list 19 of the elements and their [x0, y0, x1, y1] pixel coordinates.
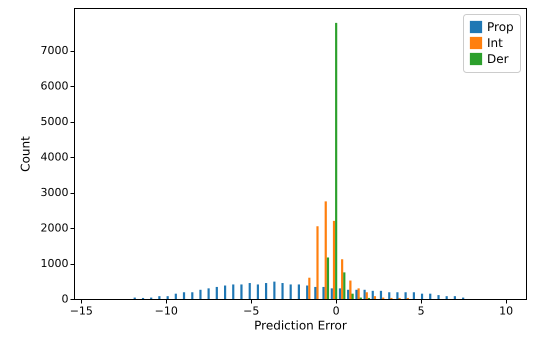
x-tick-label: 5 — [418, 304, 425, 318]
x-axis-title: Prediction Error — [254, 318, 347, 332]
x-tick-label: −10 — [154, 304, 178, 318]
y-tick-label: 0 — [62, 292, 68, 306]
legend-label: Der — [487, 52, 509, 66]
y-axis-title: Count — [18, 136, 33, 172]
y-tick-label: 6000 — [40, 80, 68, 93]
y-tick-label: 2000 — [40, 222, 68, 235]
x-tick-label: 10 — [499, 304, 514, 318]
legend-label: Int — [487, 36, 504, 50]
y-tick-label: 7000 — [40, 44, 68, 58]
y-tick-label: 3000 — [40, 186, 68, 200]
x-tick-label: −5 — [243, 304, 260, 318]
x-tick-label: −15 — [70, 304, 93, 318]
x-tick-label: 0 — [332, 304, 340, 318]
legend-label: Prop — [487, 20, 514, 34]
y-tick-label: 1000 — [40, 257, 68, 270]
y-tick-label: 5000 — [40, 115, 68, 128]
y-tick-label: 4000 — [40, 150, 68, 164]
